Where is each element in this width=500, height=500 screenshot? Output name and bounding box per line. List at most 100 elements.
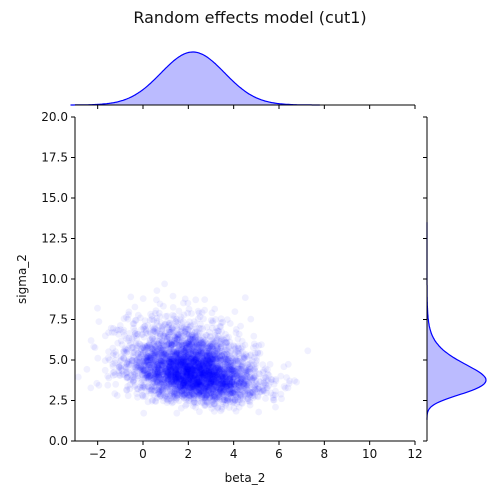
scatter-point xyxy=(197,360,205,368)
scatter-point xyxy=(171,379,178,387)
scatter-point xyxy=(177,333,185,341)
scatter-point xyxy=(156,386,164,394)
scatter-point xyxy=(164,340,172,348)
scatter-point xyxy=(151,324,159,332)
scatter-point xyxy=(195,361,203,369)
scatter-point xyxy=(117,365,125,372)
scatter-point xyxy=(232,348,240,356)
scatter-point xyxy=(208,344,216,351)
scatter-point xyxy=(186,367,194,375)
scatter-point xyxy=(152,358,160,365)
scatter-point xyxy=(211,305,219,313)
scatter-point xyxy=(167,383,175,391)
scatter-point xyxy=(177,367,185,374)
scatter-point xyxy=(189,359,196,366)
scatter-point xyxy=(211,351,219,359)
scatter-point xyxy=(198,381,206,389)
scatter-point xyxy=(182,344,190,352)
scatter-point xyxy=(225,366,232,374)
scatter-point xyxy=(237,373,245,381)
scatter-point xyxy=(145,341,153,349)
scatter-point xyxy=(143,372,151,379)
scatter-point xyxy=(191,364,199,371)
scatter-point xyxy=(216,392,224,399)
scatter-point xyxy=(183,378,191,386)
scatter-point xyxy=(192,358,200,366)
scatter-point xyxy=(216,354,224,361)
scatter-point xyxy=(136,366,144,374)
scatter-point xyxy=(251,386,259,394)
scatter-point xyxy=(167,355,174,363)
scatter-point xyxy=(267,378,275,386)
scatter-point xyxy=(186,375,194,382)
scatter-point xyxy=(168,341,176,349)
scatter-point xyxy=(125,311,132,319)
scatter-point xyxy=(173,349,180,357)
scatter-point xyxy=(165,363,173,371)
scatter-point xyxy=(197,362,205,370)
scatter-point xyxy=(202,388,210,395)
scatter-point xyxy=(209,389,217,396)
scatter-point xyxy=(170,394,178,402)
scatter-point xyxy=(215,378,223,386)
scatter-point xyxy=(213,342,221,350)
scatter-point xyxy=(251,366,258,374)
scatter-point xyxy=(179,373,187,380)
scatter-point xyxy=(185,392,193,400)
scatter-point xyxy=(218,390,225,398)
scatter-point xyxy=(149,396,157,404)
scatter-point xyxy=(232,391,239,398)
scatter-point xyxy=(202,377,210,385)
scatter-point xyxy=(173,324,181,332)
scatter-point xyxy=(223,357,231,365)
scatter-point xyxy=(197,349,205,357)
scatter-point xyxy=(182,376,190,384)
scatter-point xyxy=(264,377,272,384)
scatter-point xyxy=(182,349,190,356)
scatter-point xyxy=(168,371,175,379)
scatter-point xyxy=(194,374,201,382)
scatter-point xyxy=(196,397,204,405)
scatter-point xyxy=(161,373,169,381)
scatter-point xyxy=(187,386,195,393)
scatter-point xyxy=(196,374,203,382)
scatter-point xyxy=(201,369,209,377)
scatter-point xyxy=(183,379,191,387)
scatter-point xyxy=(117,362,125,369)
scatter-point xyxy=(175,380,183,388)
scatter-point xyxy=(160,376,167,383)
scatter-point xyxy=(196,366,204,374)
scatter-point xyxy=(187,387,195,394)
scatter-point xyxy=(159,376,167,383)
scatter-point xyxy=(226,361,234,369)
scatter-point xyxy=(293,378,300,386)
scatter-point xyxy=(150,383,158,390)
scatter-point xyxy=(200,372,207,380)
scatter-point xyxy=(193,376,201,384)
scatter-point xyxy=(170,348,178,356)
scatter-point xyxy=(187,337,194,345)
scatter-point xyxy=(216,341,224,349)
scatter-point xyxy=(131,363,139,371)
scatter-point xyxy=(241,374,249,382)
scatter-point xyxy=(197,383,204,391)
scatter-point xyxy=(105,374,113,382)
scatter-point xyxy=(197,344,205,351)
scatter-point xyxy=(154,363,162,371)
scatter-point xyxy=(184,368,191,376)
scatter-point xyxy=(205,375,213,383)
scatter-point xyxy=(183,372,191,379)
scatter-point xyxy=(181,367,188,375)
scatter-point xyxy=(167,372,174,380)
scatter-point xyxy=(237,392,245,400)
scatter-point xyxy=(170,315,177,323)
scatter-point xyxy=(175,373,182,381)
scatter-point xyxy=(194,392,201,400)
scatter-point xyxy=(184,375,192,382)
scatter-point xyxy=(175,363,183,371)
scatter-point xyxy=(219,379,227,387)
scatter-point xyxy=(174,371,182,379)
scatter-point xyxy=(229,367,237,375)
scatter-point xyxy=(195,336,203,343)
scatter-point xyxy=(168,369,175,377)
